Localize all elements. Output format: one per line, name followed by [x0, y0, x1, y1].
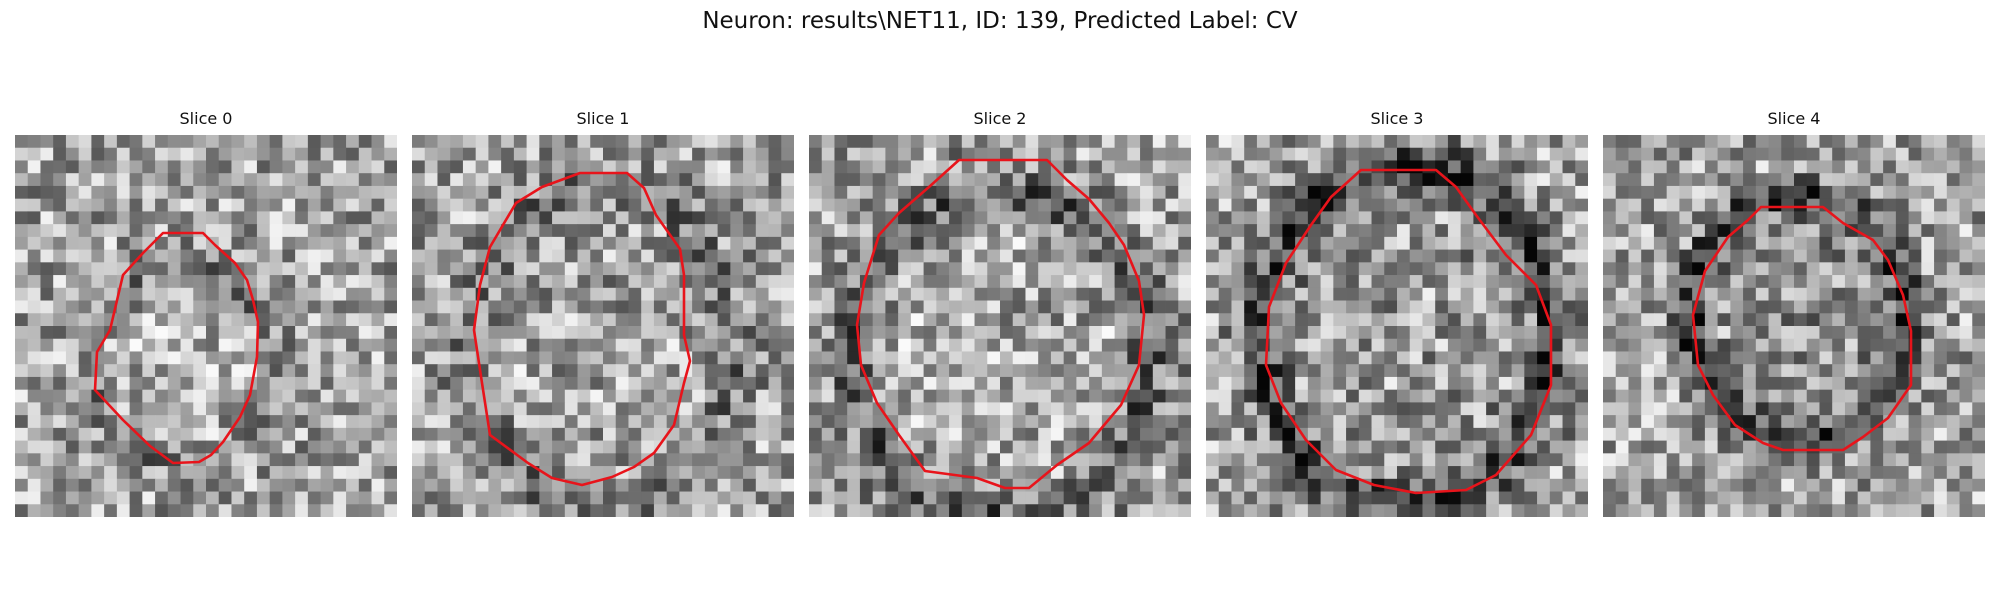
contour-outline-1 — [472, 171, 692, 487]
slice-panel-3: Slice 3 — [1206, 109, 1588, 517]
slice-title-2: Slice 2 — [973, 109, 1027, 128]
contour-outline-3 — [1264, 168, 1553, 495]
slice-image-4 — [1603, 135, 1985, 517]
contour-outline-4 — [1691, 205, 1913, 452]
slice-panel-4: Slice 4 — [1603, 109, 1985, 517]
contour-outline-0 — [93, 231, 260, 465]
slice-image-1 — [412, 135, 794, 517]
slice-panel-0: Slice 0 — [15, 109, 397, 517]
slice-image-3 — [1206, 135, 1588, 517]
slice-image-2 — [809, 135, 1191, 517]
slice-panel-2: Slice 2 — [809, 109, 1191, 517]
contour-outline-2 — [855, 158, 1146, 490]
figure-title: Neuron: results\NET11, ID: 139, Predicte… — [702, 8, 1298, 34]
slice-image-0 — [15, 135, 397, 517]
slice-title-3: Slice 3 — [1370, 109, 1424, 128]
slice-title-4: Slice 4 — [1767, 109, 1821, 128]
slice-title-0: Slice 0 — [179, 109, 233, 128]
slice-title-1: Slice 1 — [576, 109, 630, 128]
slice-panel-1: Slice 1 — [412, 109, 794, 517]
